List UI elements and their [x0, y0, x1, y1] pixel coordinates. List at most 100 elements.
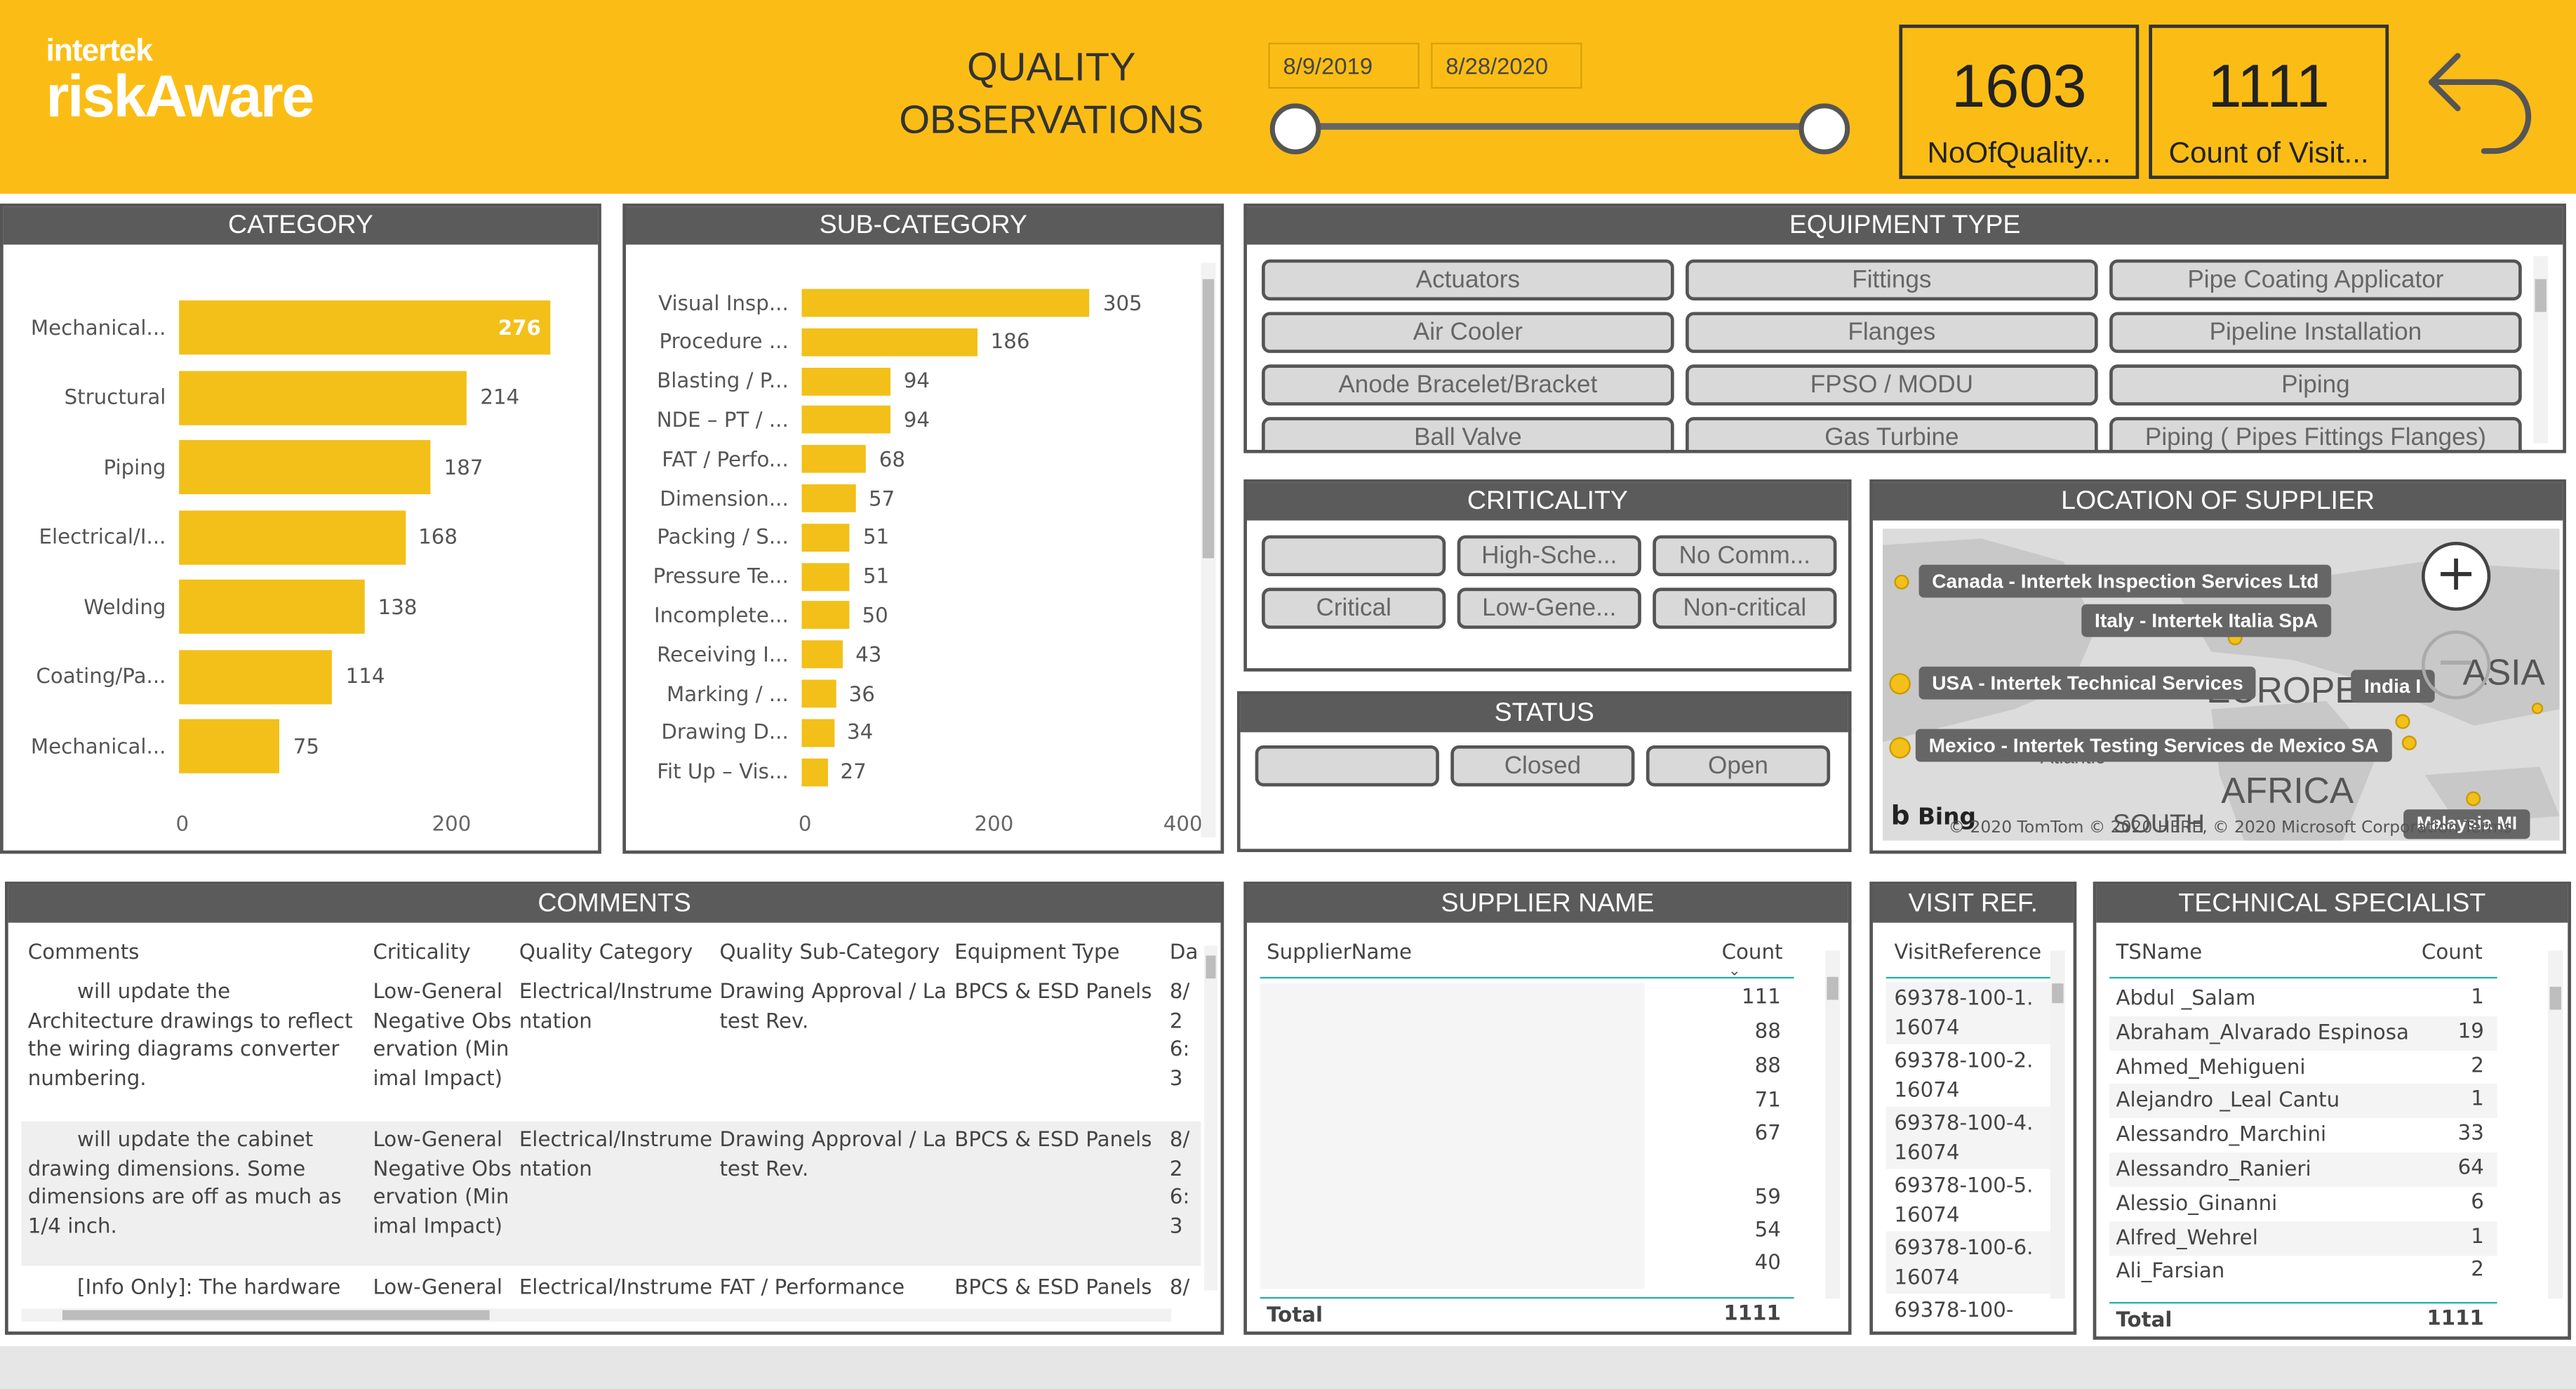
visitref-col[interactable]: VisitReference: [1894, 939, 2042, 964]
category-bar[interactable]: [179, 300, 551, 355]
subcategory-scroll-thumb[interactable]: [1202, 279, 1215, 559]
map-terms-link[interactable]: Terms: [2463, 819, 2512, 837]
equipment-scrollbar[interactable]: [2533, 255, 2549, 444]
zoom-in-icon[interactable]: +: [2421, 541, 2491, 611]
back-arrow-icon[interactable]: [2422, 33, 2540, 164]
equipment-option[interactable]: Gas Turbine: [1686, 417, 2098, 450]
visitref-cell[interactable]: 69378-100-: [1894, 1296, 2014, 1322]
comments-hscroll-thumb[interactable]: [62, 1310, 490, 1320]
subcategory-bar[interactable]: [801, 719, 834, 747]
visitref-scrollbar[interactable]: [2050, 950, 2065, 1299]
equipment-option[interactable]: Actuators: [1262, 259, 1674, 301]
visitref-cell[interactable]: 69378-100-1.16074: [1894, 985, 2034, 1039]
specialist-name-cell[interactable]: Alfred_Wehrel: [2116, 1224, 2258, 1249]
comments-col-header[interactable]: Quality Category: [519, 939, 693, 964]
map-marker[interactable]: [2531, 703, 2544, 715]
date-slider-track[interactable]: [1294, 123, 1824, 130]
date-start-input[interactable]: 8/9/2019: [1268, 42, 1420, 89]
status-option[interactable]: [1255, 745, 1439, 787]
comments-vscroll-thumb[interactable]: [1206, 955, 1216, 979]
subcategory-bar[interactable]: [801, 406, 891, 434]
comments-vscroll[interactable]: [1204, 945, 1217, 1291]
specialist-scrollbar[interactable]: [2548, 950, 2563, 1299]
equipment-option[interactable]: FPSO / MODU: [1686, 364, 2098, 406]
subcategory-bar[interactable]: [801, 328, 977, 357]
subcategory-bar[interactable]: [801, 757, 827, 786]
category-bar[interactable]: [179, 579, 365, 634]
comments-hscroll[interactable]: [21, 1308, 1172, 1322]
criticality-option[interactable]: Non-critical: [1653, 587, 1837, 629]
criticality-option[interactable]: No Comm...: [1653, 535, 1837, 577]
subcategory-bar[interactable]: [801, 602, 849, 630]
visitref-cell[interactable]: 69378-100-6.16074: [1894, 1235, 2034, 1289]
specialist-name-cell[interactable]: Alessandro_Marchini: [2116, 1122, 2327, 1147]
category-bar[interactable]: [179, 439, 431, 495]
comments-col-header[interactable]: Da: [1169, 939, 1199, 964]
equipment-option[interactable]: Anode Bracelet/Bracket: [1262, 364, 1674, 406]
equipment-option[interactable]: Air Cooler: [1262, 312, 1674, 353]
subcategory-bar[interactable]: [801, 679, 836, 708]
equipment-option[interactable]: Pipeline Installation: [2109, 312, 2522, 353]
criticality-option[interactable]: Critical: [1262, 587, 1446, 629]
comments-col-header[interactable]: Comments: [27, 939, 140, 964]
specialist-name-cell[interactable]: Abdul _Salam: [2116, 985, 2256, 1010]
map-marker[interactable]: [1894, 574, 1909, 590]
map-marker[interactable]: [2401, 735, 2417, 751]
category-bar[interactable]: [179, 649, 333, 704]
equipment-option[interactable]: Ball Valve: [1262, 417, 1674, 450]
subcategory-bar[interactable]: [801, 445, 867, 474]
zoom-out-icon[interactable]: −: [2421, 630, 2491, 700]
equipment-option[interactable]: Piping ( Pipes Fittings Flanges): [2109, 417, 2522, 450]
category-bar[interactable]: [179, 510, 406, 564]
date-slider-start-handle[interactable]: [1269, 103, 1321, 154]
specialist-name-cell[interactable]: Alessandro_Ranieri: [2116, 1155, 2311, 1181]
equipment-option[interactable]: Pipe Coating Applicator: [2109, 259, 2522, 301]
subcategory-bar[interactable]: [801, 562, 850, 591]
specialist-name-cell[interactable]: Alessio_Ginanni: [2116, 1190, 2278, 1215]
visitref-cell[interactable]: 69378-100-5.16074: [1894, 1172, 2034, 1226]
subcategory-bar[interactable]: [801, 367, 891, 395]
subcategory-bar[interactable]: [801, 288, 1090, 317]
status-option[interactable]: Closed: [1450, 745, 1635, 787]
visitref-cell[interactable]: 69378-100-4.16074: [1894, 1110, 2034, 1164]
category-bar[interactable]: [179, 719, 281, 773]
subcategory-bar[interactable]: [801, 484, 856, 512]
sort-desc-icon[interactable]: ⌄: [1728, 964, 1741, 981]
map-marker[interactable]: [1889, 737, 1911, 759]
specialist-name-cell[interactable]: Ahmed_Mehigueni: [2116, 1053, 2306, 1078]
comments-col-header[interactable]: Equipment Type: [954, 939, 1120, 964]
date-slider-end-handle[interactable]: [1798, 103, 1850, 154]
map-marker[interactable]: [2395, 714, 2410, 729]
visitref-scroll-thumb[interactable]: [2052, 983, 2064, 1004]
comments-col-header[interactable]: Criticality: [373, 939, 471, 964]
map-marker[interactable]: [1889, 673, 1911, 695]
equipment-scroll-thumb[interactable]: [2535, 279, 2547, 312]
specialist-name-cell[interactable]: Abraham_Alvarado Espinosa: [2116, 1019, 2409, 1044]
subcategory-bar-label: Procedure ...: [659, 328, 789, 354]
supplier-scroll-thumb[interactable]: [1827, 976, 1838, 1000]
subcategory-bar[interactable]: [801, 523, 850, 552]
specialist-name-cell[interactable]: Ali_Farsian: [2116, 1258, 2225, 1283]
supplier-col-count[interactable]: Count: [1721, 939, 1783, 964]
visitref-cell[interactable]: 69378-100-2.16074: [1894, 1047, 2034, 1101]
subcategory-bar[interactable]: [801, 640, 843, 669]
specialist-col-count[interactable]: Count: [2421, 939, 2483, 964]
criticality-option[interactable]: High-Sche...: [1457, 535, 1641, 577]
specialist-scroll-thumb[interactable]: [2549, 986, 2561, 1010]
category-bar[interactable]: [179, 370, 467, 425]
supplier-col-name[interactable]: SupplierName: [1267, 939, 1413, 964]
map-marker[interactable]: [2466, 791, 2481, 806]
specialist-col-name[interactable]: TSName: [2116, 939, 2203, 964]
date-end-input[interactable]: 8/28/2020: [1431, 42, 1582, 89]
status-option[interactable]: Open: [1646, 745, 1831, 787]
supplier-map[interactable]: EUROPE ASIA Atlantic AFRICA SOUTH Canada…: [1883, 529, 2560, 841]
subcategory-scrollbar[interactable]: [1201, 262, 1216, 837]
comments-col-header[interactable]: Quality Sub-Category: [719, 939, 940, 964]
equipment-option[interactable]: Fittings: [1686, 259, 2098, 301]
criticality-option[interactable]: [1262, 535, 1446, 577]
supplier-scrollbar[interactable]: [1825, 950, 1841, 1299]
equipment-option[interactable]: Piping: [2109, 364, 2522, 406]
specialist-name-cell[interactable]: Alejandro _Leal Cantu: [2116, 1087, 2340, 1112]
equipment-option[interactable]: Flanges: [1686, 312, 2098, 353]
criticality-option[interactable]: Low-Gene...: [1457, 587, 1641, 629]
